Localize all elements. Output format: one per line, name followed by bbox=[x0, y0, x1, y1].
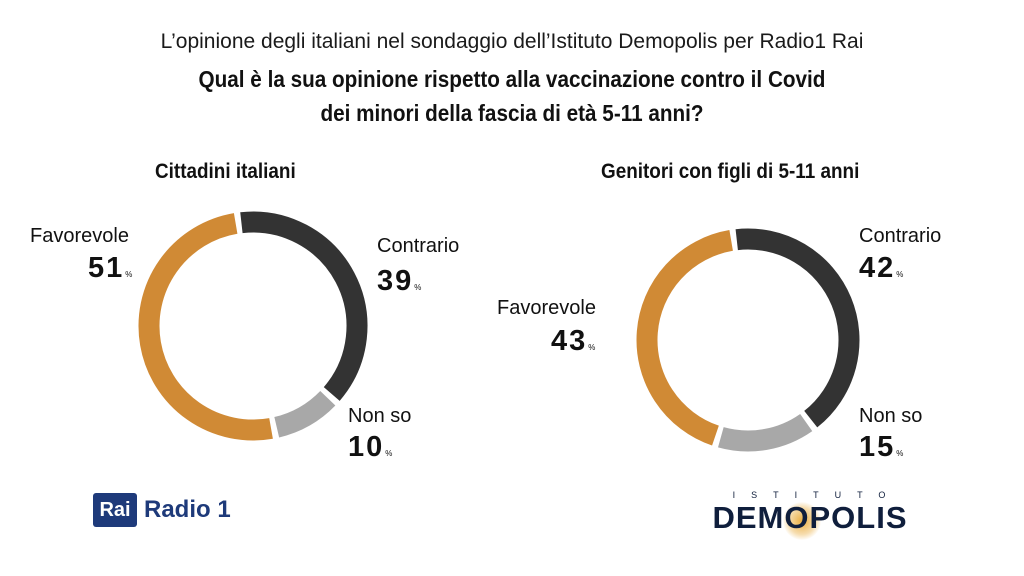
label-contrario-value: 39% bbox=[377, 265, 422, 297]
demopolis-logo: ISTITUTO DEMOPOLIS bbox=[690, 490, 930, 540]
label-favorevole-name: Favorevole bbox=[497, 297, 596, 319]
label-nonso-name: Non so bbox=[348, 405, 412, 427]
label-nonso-value: 10% bbox=[348, 431, 393, 463]
chart-title-genitori: Genitori con figli di 5-11 anni bbox=[601, 160, 860, 183]
donut-slice-contrario bbox=[735, 228, 860, 428]
donut-chart-genitori bbox=[636, 228, 860, 452]
demopolis-logo-small: ISTITUTO bbox=[732, 490, 902, 500]
donut-slice-non-so bbox=[718, 413, 813, 452]
rai-logo-box: Rai bbox=[93, 493, 137, 527]
donut-slice-non-so bbox=[274, 390, 336, 438]
chart-title-cittadini: Cittadini italiani bbox=[155, 160, 296, 183]
label-contrario-name: Contrario bbox=[377, 235, 460, 257]
header-subtitle: L’opinione degli italiani nel sondaggio … bbox=[160, 30, 864, 53]
question-line-1: Qual è la sua opinione rispetto alla vac… bbox=[198, 66, 826, 92]
label-favorevole-name: Favorevole bbox=[30, 225, 129, 247]
question-line-2: dei minori della fascia di età 5-11 anni… bbox=[320, 100, 704, 126]
label-favorevole-value: 43% bbox=[551, 325, 596, 357]
label-contrario-name: Contrario bbox=[859, 225, 942, 247]
demopolis-glow-icon bbox=[783, 502, 821, 540]
label-nonso-name: Non so bbox=[859, 405, 923, 427]
radio1-logo-text: Radio 1 bbox=[144, 496, 231, 523]
label-contrario-value: 42% bbox=[859, 252, 904, 284]
demopolis-logo-big: DEMOPOLIS bbox=[690, 500, 930, 540]
label-nonso-value: 15% bbox=[859, 431, 904, 463]
donut-chart-cittadini bbox=[138, 211, 368, 441]
donut-slice-contrario bbox=[240, 211, 368, 401]
survey-question: Qual è la sua opinione rispetto alla vac… bbox=[51, 62, 973, 130]
rai-radio1-logo: Rai Radio 1 bbox=[93, 493, 231, 527]
label-favorevole-value: 51% bbox=[88, 252, 133, 284]
donut-slice-favorevole bbox=[138, 213, 273, 441]
donut-slice-favorevole bbox=[636, 230, 734, 446]
